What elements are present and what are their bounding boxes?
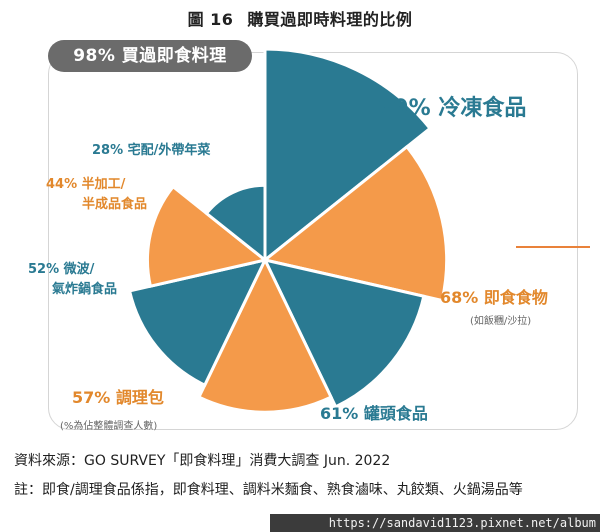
label-micro-line2: 氣炸鍋食品 (52, 282, 118, 297)
watermark: https://sandavid1123.pixnet.net/album (270, 514, 600, 532)
rose-slice-5 (127, 257, 268, 388)
rose-slice-4 (196, 256, 334, 414)
accent-line (516, 246, 590, 248)
rose-slice-2 (261, 144, 449, 303)
figure-title-text: 購買過即時料理的比例 (247, 10, 413, 29)
rose-slice-6 (145, 184, 269, 288)
label-ready: 68% 即食食物 (440, 288, 548, 307)
label-frozen: 79% 冷凍食品 (378, 96, 527, 121)
footnote: 註：即食/調理食品係指，即食料理、調料米麵食、熟食滷味、丸餃類、火鍋湯品等 (14, 482, 523, 498)
note-ready: (如飯糰/沙拉) (470, 316, 532, 327)
rose-slice-1 (263, 47, 433, 264)
label-semi-line2: 半成品食品 (82, 197, 148, 212)
rose-slice-7 (204, 183, 267, 264)
label-canned: 61% 罐頭食品 (320, 404, 428, 423)
label-micro-line1: 52% 微波/ (28, 262, 95, 277)
source-note: 資料來源：GO SURVEY「即食料理」消費大調查 Jun. 2022 (14, 453, 391, 469)
figure-number: 圖 16 (187, 10, 234, 29)
label-delivery: 28% 宅配/外帶年菜 (92, 143, 211, 158)
rose-slice-3 (262, 257, 426, 409)
note-pouch: (%為佔整體調查人數) (60, 421, 158, 432)
figure-title: 圖 16 購買過即時料理的比例 (0, 6, 600, 30)
summary-badge: 98% 買過即食料理 (48, 40, 252, 72)
label-semi-line1: 44% 半加工/ (46, 177, 126, 192)
label-pouch: 57% 調理包 (72, 388, 164, 407)
